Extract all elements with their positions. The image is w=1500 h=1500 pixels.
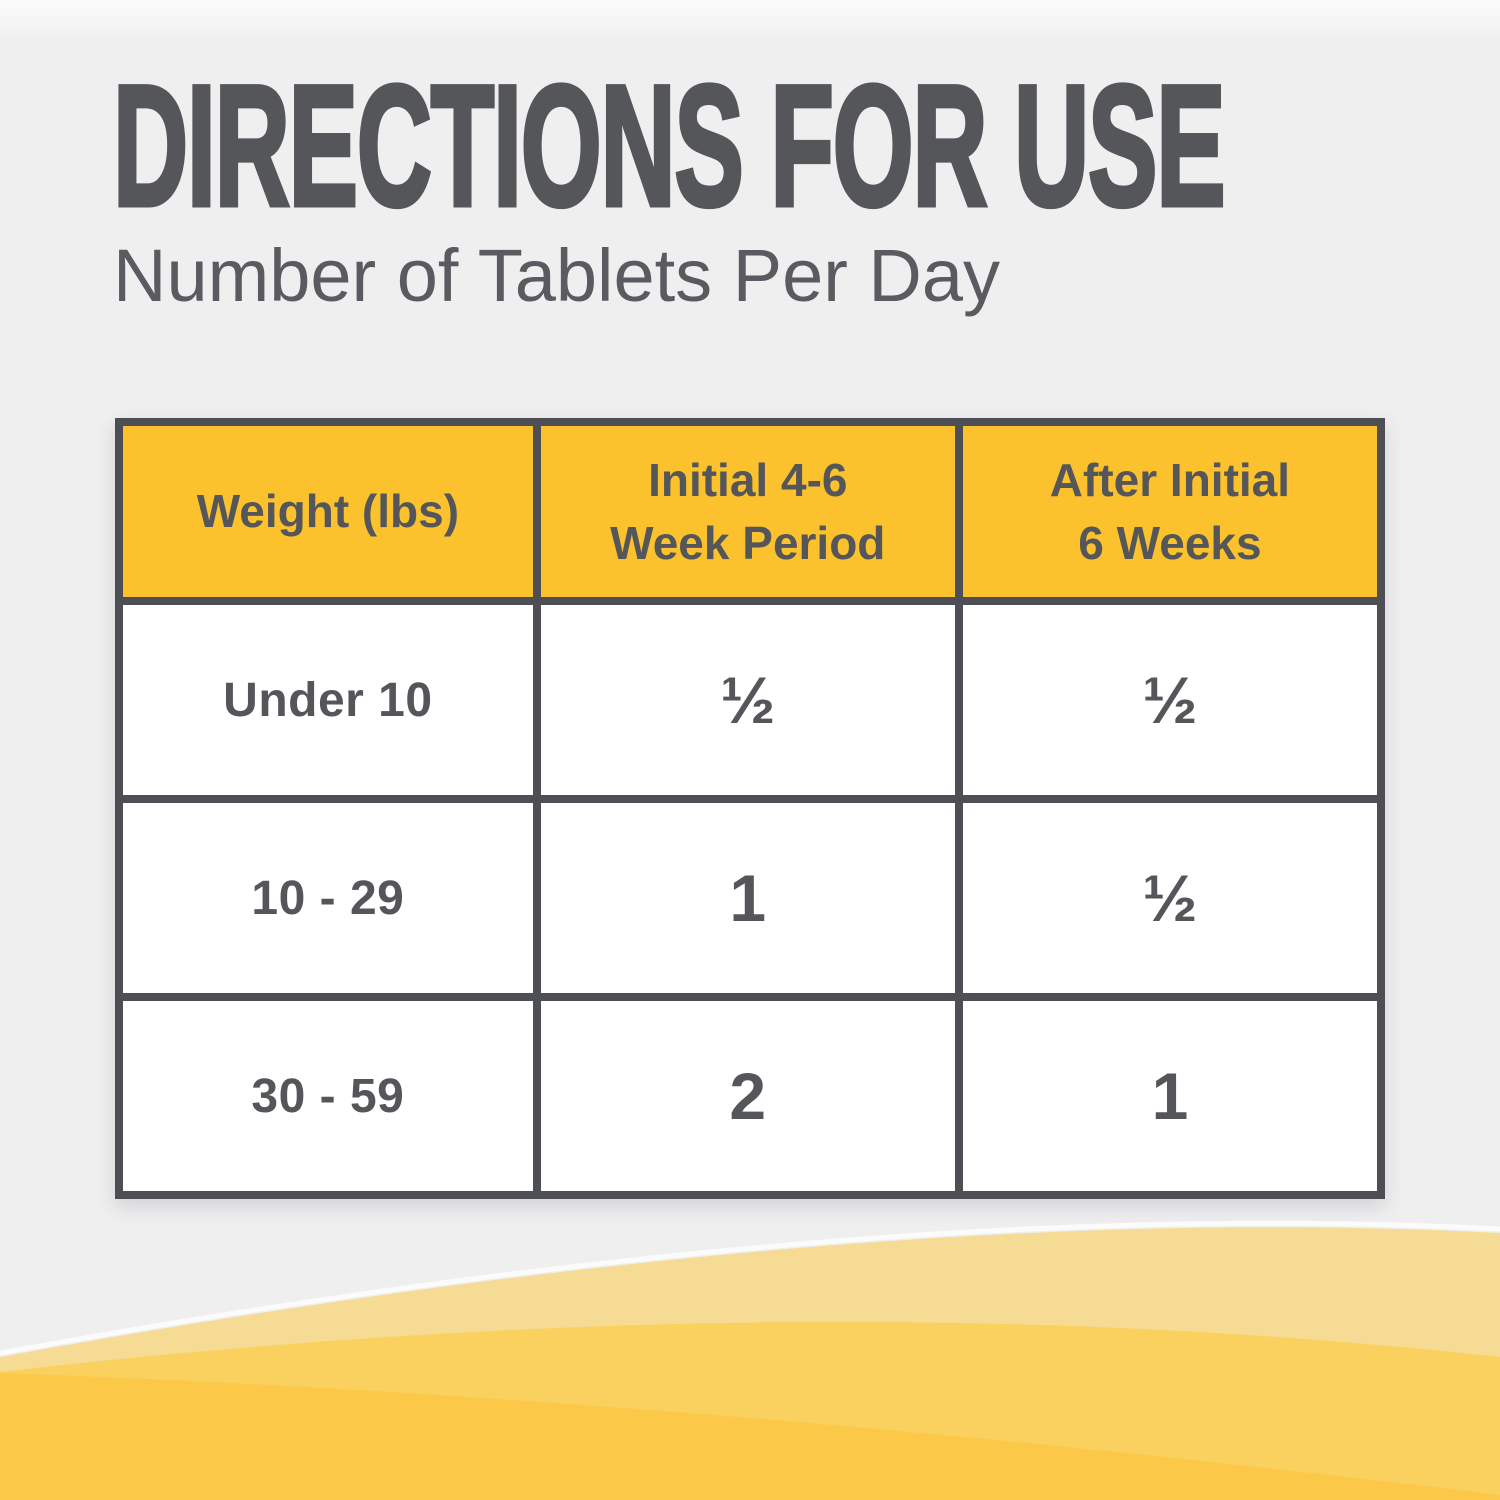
column-header-line: 6 Weeks [1078,516,1262,569]
table-row: 30 - 59 2 1 [115,993,1386,1199]
column-header-after-initial: After Initial 6 Weeks [954,418,1386,605]
page-title: DIRECTIONS FOR USE [111,50,1227,242]
column-header-initial-period: Initial 4-6 Week Period [532,418,963,605]
column-header-line: Weight (lbs) [196,485,460,538]
initial-dose-cell: ½ [532,597,963,803]
after-dose-cell: ½ [954,795,1386,1001]
decorative-waves [0,1220,1500,1500]
column-header-line: Week Period [610,516,886,569]
table-header-row: Weight (lbs) Initial 4-6 Week Period Aft… [115,418,1386,605]
wave-highlight-edge [0,1220,1500,1356]
table-row: 10 - 29 1 ½ [115,795,1386,1001]
table-row: Under 10 ½ ½ [115,597,1386,803]
initial-dose-cell: 1 [532,795,963,1001]
weight-range-cell: 10 - 29 [115,795,541,1001]
weight-range-cell: 30 - 59 [115,993,541,1199]
dosage-table: Weight (lbs) Initial 4-6 Week Period Aft… [115,418,1386,1199]
weight-range-cell: Under 10 [115,597,541,803]
after-dose-cell: ½ [954,597,1386,803]
page-subtitle: Number of Tablets Per Day [113,234,1001,317]
column-header-line: After Initial [1049,454,1291,507]
column-header-line: Initial 4-6 [648,454,848,507]
after-dose-cell: 1 [954,993,1386,1199]
initial-dose-cell: 2 [532,993,963,1199]
wave-bright-shape [0,1373,1500,1500]
column-header-weight: Weight (lbs) [115,418,541,605]
